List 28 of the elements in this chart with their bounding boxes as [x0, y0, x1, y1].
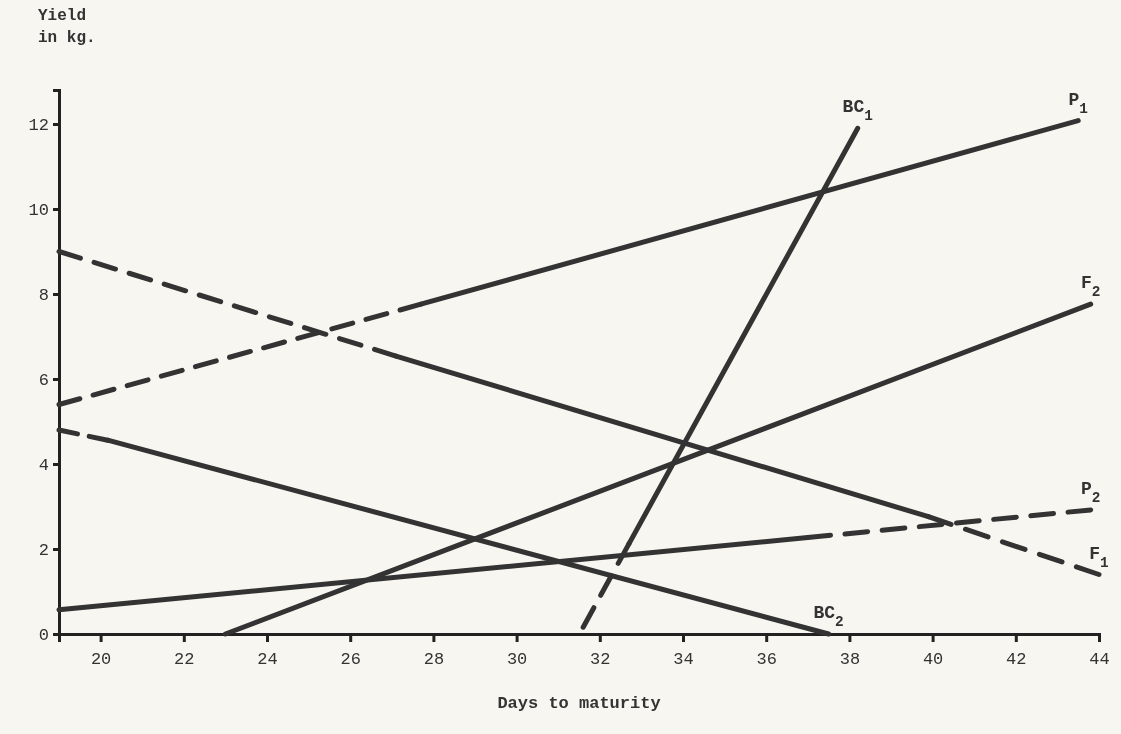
series-label: P$_{1}$ [1068, 89, 1089, 117]
series-label: BC$_{2}$ [813, 603, 844, 630]
y-tick-label: 2 [38, 540, 49, 560]
y-tick-label: 10 [28, 200, 49, 220]
y-tick-label: 8 [38, 285, 49, 305]
x-tick-label: 38 [839, 650, 861, 670]
x-tick-label: 42 [1006, 650, 1027, 670]
x-tick-label: 24 [257, 650, 278, 670]
y-tick-label: 4 [38, 455, 49, 475]
x-tick-label: 44 [1089, 650, 1110, 670]
x-tick-label: 34 [673, 650, 694, 670]
x-tick-label: 36 [756, 650, 777, 670]
x-tick-label: 30 [506, 650, 528, 670]
x-tick-label: 32 [590, 650, 611, 670]
x-tick-label: 28 [423, 650, 445, 670]
x-tick-label: 20 [90, 650, 112, 670]
x-tick-label: 22 [174, 650, 195, 670]
y-axis-title: Yield in kg. [38, 7, 96, 47]
y-tick-label: 6 [38, 370, 49, 390]
series-label: F$_{2}$ [1080, 273, 1101, 301]
series-label: F$_{1}$ [1089, 543, 1110, 571]
x-tick-label: 26 [340, 650, 361, 670]
x-tick-label: 40 [922, 650, 944, 670]
series-label: P$_{2}$ [1080, 478, 1101, 506]
x-axis-title: Days to maturity [497, 694, 661, 713]
series-label: BC$_{1}$ [842, 97, 874, 125]
y-tick-label: 0 [38, 625, 49, 645]
y-tick-label: 12 [28, 115, 49, 135]
